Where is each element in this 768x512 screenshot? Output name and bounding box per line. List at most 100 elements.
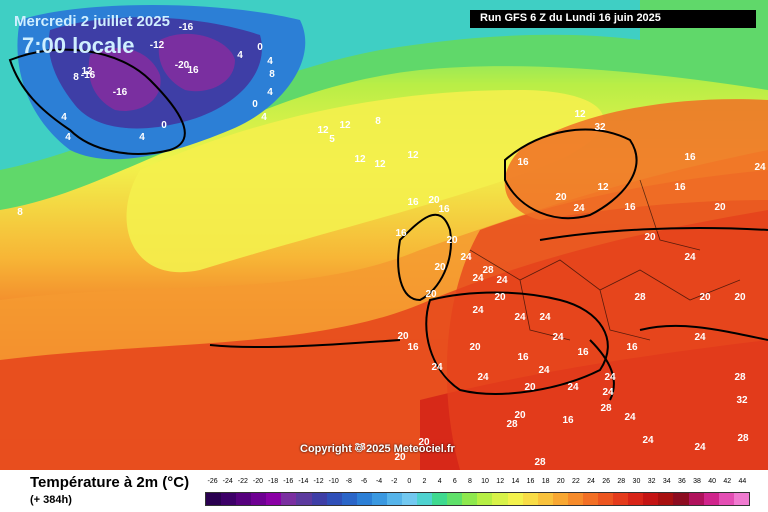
isotherm-label: 24 (472, 305, 484, 316)
greenland-coldest-2 (158, 33, 235, 92)
isotherm-label: 16 (684, 152, 696, 163)
legend-tick-label: -14 (298, 478, 309, 485)
isotherm-label: 24 (567, 382, 579, 393)
legend-tick-label: -18 (268, 478, 279, 485)
isotherm-label: 28 (600, 403, 612, 414)
isotherm-label: 4 (261, 112, 267, 123)
isotherm-label: -12 (150, 40, 165, 51)
isotherm-label: 20 (434, 262, 446, 273)
isotherm-label: 24 (496, 275, 508, 286)
isotherm-label: 24 (642, 435, 654, 446)
isotherm-label: 8 (73, 72, 79, 83)
legend-swatch (567, 493, 583, 505)
isotherm-label: 5 (329, 134, 335, 145)
isotherm-label: 16 (407, 342, 419, 353)
isotherm-label: 32 (736, 395, 748, 406)
isotherm-label: 16 (407, 197, 419, 208)
legend-swatch (206, 493, 222, 505)
isotherm-label: 12 (407, 150, 419, 161)
isotherm-label: -16 (81, 70, 96, 81)
legend-tick-label: -4 (375, 478, 383, 485)
isotherm-label: 24 (694, 332, 706, 343)
isotherm-label: 20 (394, 452, 406, 463)
legend-tick-label: 32 (647, 478, 656, 485)
legend-tick-label: -12 (313, 478, 324, 485)
cool-tongue-atlantic (126, 90, 604, 273)
isotherm-label: 24 (602, 387, 614, 398)
legend-tick-label: -8 (345, 478, 352, 485)
isotherm-label: 20 (524, 382, 536, 393)
legend-tick-label: -22 (237, 478, 248, 485)
isotherm-label: 20 (418, 437, 430, 448)
legend-swatch (733, 493, 749, 505)
isotherm-label: 20 (494, 292, 506, 303)
isotherm-label: 16 (674, 182, 686, 193)
legend-swatch (613, 493, 629, 505)
isotherm-label: 4 (139, 132, 145, 143)
legend-swatch (522, 493, 538, 505)
isotherm-label: 24 (538, 365, 550, 376)
legend-swatch (582, 493, 599, 505)
legend-tick-label: 2 (422, 478, 427, 485)
isotherm-label: 24 (539, 312, 551, 323)
isotherm-label: 16 (517, 352, 529, 363)
legend-swatch (417, 493, 433, 505)
isotherm-label: 24 (460, 252, 472, 263)
isotherm-label: 12 (374, 159, 386, 170)
legend-tick-label: 8 (467, 478, 472, 485)
legend-tick-label: 34 (662, 478, 671, 485)
isotherm-label: 28 (734, 372, 746, 383)
legend-tick-label: 28 (617, 478, 626, 485)
legend-swatch (402, 493, 418, 505)
isotherm-label: 16 (626, 342, 638, 353)
isotherm-label: 4 (61, 112, 67, 123)
legend-tick-label: -20 (252, 478, 264, 485)
isotherm-label: 24 (514, 312, 526, 323)
isotherm-label: 24 (694, 442, 706, 453)
isotherm-label: 8 (375, 116, 381, 127)
legend-tick-label: -24 (222, 478, 233, 485)
legend-swatch (643, 493, 659, 505)
isotherm-label: 12 (81, 66, 93, 77)
legend-swatch (688, 493, 704, 505)
isotherm-label: 4 (65, 132, 71, 143)
borders (469, 179, 741, 341)
isotherm-label: 24 (431, 362, 443, 373)
isotherm-label: 12 (354, 154, 366, 165)
legend-swatch (371, 493, 387, 505)
legend-tick-label: 26 (602, 478, 611, 485)
isotherm-label: 20 (644, 232, 656, 243)
isotherm-label: 20 (469, 342, 481, 353)
variable-title: Température à 2m (°C) (30, 474, 190, 491)
isotherm-label: 16 (187, 65, 199, 76)
run-info-box (470, 10, 756, 28)
legend-swatch (251, 493, 267, 505)
isotherm-label: 28 (482, 265, 494, 276)
legend-tick-label: 40 (708, 478, 717, 485)
isotherm-label: 20 (714, 202, 726, 213)
legend-tick-label: 12 (496, 478, 505, 485)
legend-tick-label: 6 (452, 478, 457, 485)
run-label: Run GFS 6 Z du Lundi 16 juin 2025 (480, 12, 661, 24)
isotherm-label: 28 (634, 292, 646, 303)
isotherm-label: 20 (428, 195, 440, 206)
legend-tick-label: 44 (738, 478, 747, 485)
isotherm-label: 16 (438, 204, 450, 215)
isotherm-label: 24 (477, 372, 489, 383)
legend-tick-label: 16 (526, 478, 535, 485)
isotherm-label: 20 (446, 235, 458, 246)
legend-swatch (537, 493, 553, 505)
isotherm-label: 28 (534, 457, 546, 468)
legend-labels: -26 -24 -22 -20 -18 -16 -14 -12 -10 -8 -6 -4 -2 0 2 4 6 8… (205, 478, 750, 490)
isotherm-label: 16 (517, 157, 529, 168)
isotherm-label: 0 (257, 42, 263, 53)
legend-tick-label: 22 (571, 478, 580, 485)
isotherm-label: 4 (267, 87, 273, 98)
isotherm-label: 24 (552, 332, 564, 343)
legend-swatch (386, 493, 403, 505)
legend-tick-label: 38 (693, 478, 701, 485)
legend-tick-label: -16 (283, 478, 294, 485)
